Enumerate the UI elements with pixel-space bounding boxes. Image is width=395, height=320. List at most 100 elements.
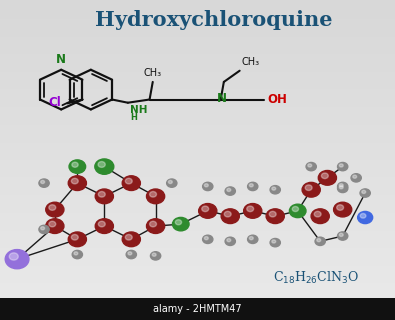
Circle shape	[68, 176, 87, 190]
Circle shape	[221, 209, 239, 224]
Circle shape	[95, 189, 113, 204]
Circle shape	[167, 179, 177, 187]
Circle shape	[69, 160, 86, 173]
Circle shape	[308, 164, 312, 167]
Circle shape	[49, 205, 56, 210]
Circle shape	[68, 232, 87, 247]
Circle shape	[338, 184, 348, 193]
Circle shape	[39, 179, 49, 187]
Circle shape	[311, 209, 329, 224]
Circle shape	[125, 178, 132, 184]
Circle shape	[322, 173, 328, 179]
Circle shape	[292, 206, 299, 212]
Circle shape	[49, 221, 56, 227]
Text: alamy - 2HMTM47: alamy - 2HMTM47	[153, 304, 242, 314]
Text: C$_{18}$H$_{26}$ClN$_3$O: C$_{18}$H$_{26}$ClN$_3$O	[273, 270, 359, 286]
Circle shape	[306, 163, 316, 171]
Circle shape	[272, 240, 276, 243]
Text: N: N	[56, 53, 66, 66]
Circle shape	[41, 227, 45, 230]
Circle shape	[71, 178, 78, 184]
Circle shape	[360, 213, 366, 218]
Circle shape	[98, 191, 105, 197]
Circle shape	[39, 225, 49, 234]
Circle shape	[122, 176, 140, 190]
Circle shape	[98, 221, 105, 227]
Circle shape	[173, 217, 189, 231]
Circle shape	[46, 219, 64, 234]
Circle shape	[225, 237, 235, 245]
Circle shape	[5, 250, 29, 269]
Circle shape	[318, 171, 337, 185]
Circle shape	[338, 232, 348, 240]
Circle shape	[227, 188, 231, 191]
Circle shape	[203, 182, 213, 191]
Circle shape	[122, 232, 140, 247]
Circle shape	[150, 221, 156, 227]
Circle shape	[334, 202, 352, 217]
Circle shape	[150, 191, 156, 197]
Circle shape	[266, 209, 284, 224]
Circle shape	[74, 252, 78, 255]
Circle shape	[126, 250, 136, 259]
Circle shape	[204, 184, 208, 187]
Text: N: N	[217, 92, 227, 105]
Circle shape	[71, 235, 78, 240]
Circle shape	[338, 182, 348, 191]
Circle shape	[249, 236, 253, 240]
Circle shape	[225, 187, 235, 195]
Circle shape	[338, 163, 348, 171]
Circle shape	[175, 220, 182, 225]
Circle shape	[202, 206, 209, 212]
Text: NH: NH	[130, 105, 147, 115]
Bar	[0, 298, 395, 320]
Circle shape	[249, 184, 253, 187]
Circle shape	[351, 174, 361, 182]
Circle shape	[357, 212, 372, 224]
Circle shape	[315, 237, 325, 245]
Circle shape	[248, 235, 258, 244]
Circle shape	[353, 175, 357, 178]
Circle shape	[203, 235, 213, 244]
Circle shape	[72, 162, 78, 167]
Circle shape	[227, 239, 231, 242]
Circle shape	[95, 159, 114, 174]
Circle shape	[270, 186, 280, 194]
Circle shape	[125, 235, 132, 240]
Circle shape	[41, 180, 45, 184]
Circle shape	[362, 190, 366, 194]
Circle shape	[168, 180, 172, 184]
Circle shape	[147, 189, 165, 204]
Circle shape	[244, 204, 262, 218]
Circle shape	[360, 189, 370, 197]
Circle shape	[199, 204, 217, 218]
Circle shape	[272, 187, 276, 190]
Circle shape	[248, 182, 258, 191]
Circle shape	[269, 211, 276, 217]
Circle shape	[150, 252, 161, 260]
Text: Cl: Cl	[48, 96, 61, 109]
Circle shape	[290, 204, 306, 218]
Circle shape	[46, 202, 64, 217]
Circle shape	[339, 184, 343, 187]
Text: Hydroxychloroquine: Hydroxychloroquine	[94, 10, 332, 30]
Circle shape	[147, 219, 165, 234]
Circle shape	[339, 164, 343, 167]
Circle shape	[337, 205, 344, 210]
Circle shape	[317, 239, 321, 242]
Circle shape	[302, 182, 320, 197]
Text: CH₃: CH₃	[241, 57, 260, 67]
Circle shape	[314, 211, 321, 217]
Circle shape	[152, 253, 156, 256]
Circle shape	[9, 253, 18, 260]
Circle shape	[95, 219, 113, 234]
Circle shape	[98, 162, 105, 167]
Circle shape	[128, 252, 132, 255]
Text: CH₃: CH₃	[144, 68, 162, 78]
Circle shape	[204, 236, 208, 240]
Circle shape	[72, 250, 83, 259]
Circle shape	[305, 185, 312, 190]
Circle shape	[224, 211, 231, 217]
Circle shape	[339, 233, 343, 236]
Text: H: H	[130, 113, 137, 122]
